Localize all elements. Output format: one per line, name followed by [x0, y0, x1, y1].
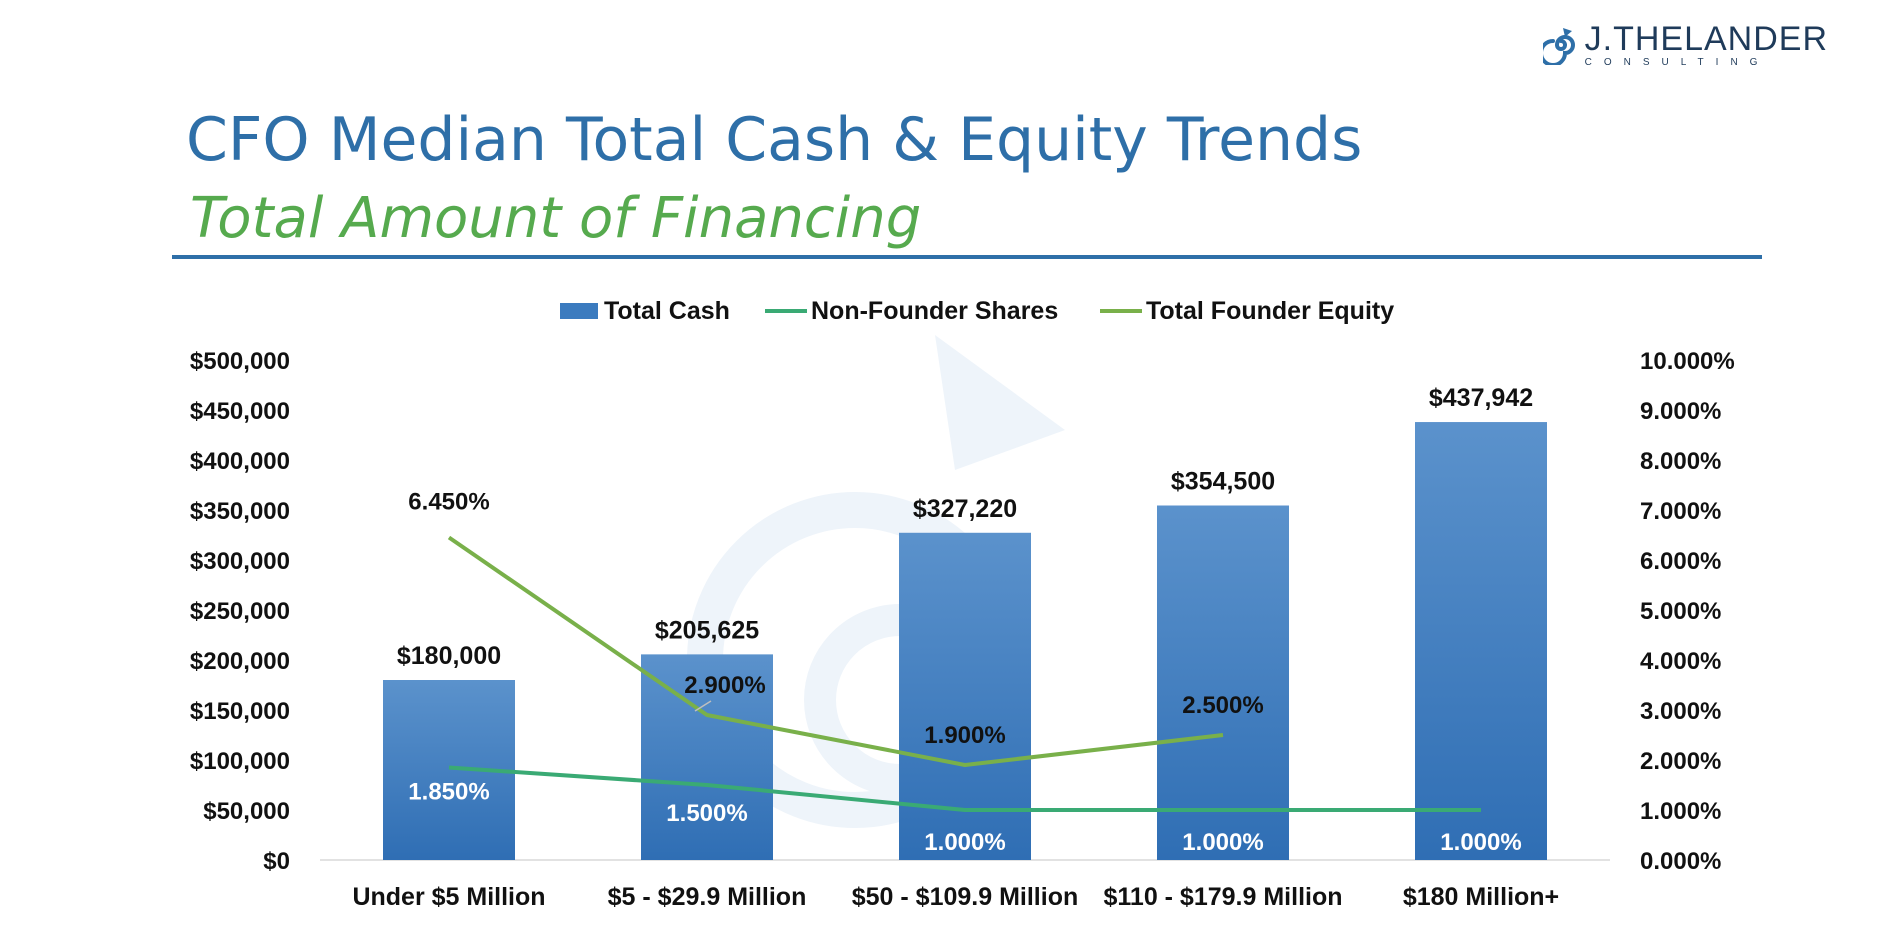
label-leader-line: [694, 700, 712, 712]
bar-value-label: $437,942: [1429, 384, 1533, 412]
bar-total-cash: [1157, 505, 1289, 860]
founder-equity-value-label: 2.900%: [684, 672, 765, 699]
y-right-tick-label: 6.000%: [1640, 548, 1721, 575]
page-subtitle: Total Amount of Financing: [190, 186, 922, 251]
y-right-tick-label: 8.000%: [1640, 448, 1721, 475]
x-tick-label: Under $5 Million: [352, 883, 545, 911]
non-founder-value-label: 1.500%: [666, 800, 747, 827]
y-left-tick-label: $0: [263, 848, 290, 875]
founder-equity-value-label: 1.900%: [924, 722, 1005, 749]
line-non-founder-shares: [448, 765, 1481, 812]
y-right-tick-label: 10.000%: [1640, 348, 1735, 375]
founder-equity-value-label: 2.500%: [1182, 692, 1263, 719]
bar-value-label: $205,625: [655, 616, 759, 644]
page-title: CFO Median Total Cash & Equity Trends: [186, 105, 1363, 175]
data-labels: $180,000 $205,625 $327,220 $354,500 $437,942…: [397, 384, 1533, 856]
legend-swatch-bar: [560, 303, 598, 319]
title-divider: [172, 255, 1762, 259]
y-left-tick-label: $200,000: [190, 648, 290, 675]
legend-label: Total Cash: [604, 297, 730, 325]
y-axis-left: $0 $50,000 $100,000 $150,000 $200,000 $250,00…: [190, 348, 290, 875]
non-founder-value-label: 1.850%: [408, 779, 489, 806]
chart-legend: Total Cash Non-Founder Shares Total Founde…: [560, 297, 1394, 325]
y-right-tick-label: 7.000%: [1640, 498, 1721, 525]
y-left-tick-label: $450,000: [190, 398, 290, 425]
y-left-tick-label: $300,000: [190, 548, 290, 575]
y-right-tick-label: 1.000%: [1640, 798, 1721, 825]
non-founder-value-label: 1.000%: [1440, 829, 1521, 856]
y-right-tick-label: 0.000%: [1640, 848, 1721, 875]
y-left-tick-label: $350,000: [190, 498, 290, 525]
y-left-tick-label: $250,000: [190, 598, 290, 625]
bar-total-cash: [1415, 422, 1547, 860]
y-right-tick-label: 3.000%: [1640, 698, 1721, 725]
line-total-founder-equity: [447, 535, 1224, 767]
bar-value-label: $180,000: [397, 642, 501, 670]
x-tick-label: $50 - $109.9 Million: [852, 883, 1079, 911]
y-left-tick-label: $500,000: [190, 348, 290, 375]
bar-series: [383, 422, 1547, 860]
founder-equity-value-label: 6.450%: [408, 489, 489, 516]
line-series: [447, 535, 1481, 812]
x-tick-label: $110 - $179.9 Million: [1103, 883, 1342, 911]
spiral-logo-icon: [1542, 28, 1575, 65]
y-axis-right: 0.000% 1.000% 2.000% 3.000% 4.000% 5.000% 6.00…: [1640, 348, 1735, 875]
y-right-tick-label: 4.000%: [1640, 648, 1721, 675]
bar-value-label: $327,220: [913, 495, 1017, 523]
x-tick-label: $180 Million+: [1403, 883, 1559, 911]
legend-label: Non-Founder Shares: [811, 297, 1058, 325]
brand-name: J.THELANDER: [1584, 20, 1828, 58]
y-right-tick-label: 5.000%: [1640, 598, 1721, 625]
y-right-tick-label: 2.000%: [1640, 748, 1721, 775]
y-right-tick-label: 9.000%: [1640, 398, 1721, 425]
legend-label: Total Founder Equity: [1146, 297, 1394, 325]
y-left-tick-label: $150,000: [190, 698, 290, 725]
non-founder-value-label: 1.000%: [924, 829, 1005, 856]
brand-logo: J.THELANDER CONSULTING: [1542, 20, 1828, 68]
y-left-tick-label: $100,000: [190, 748, 290, 775]
y-left-tick-label: $50,000: [203, 798, 290, 825]
brand-sub: CONSULTING: [1584, 57, 1770, 68]
bar-total-cash: [641, 654, 773, 860]
bar-value-label: $354,500: [1171, 468, 1275, 496]
non-founder-value-label: 1.000%: [1182, 829, 1263, 856]
y-left-tick-label: $400,000: [190, 448, 290, 475]
x-tick-label: $5 - $29.9 Million: [608, 883, 807, 911]
x-axis: Under $5 Million $5 - $29.9 Million $50 - …: [320, 859, 1610, 911]
